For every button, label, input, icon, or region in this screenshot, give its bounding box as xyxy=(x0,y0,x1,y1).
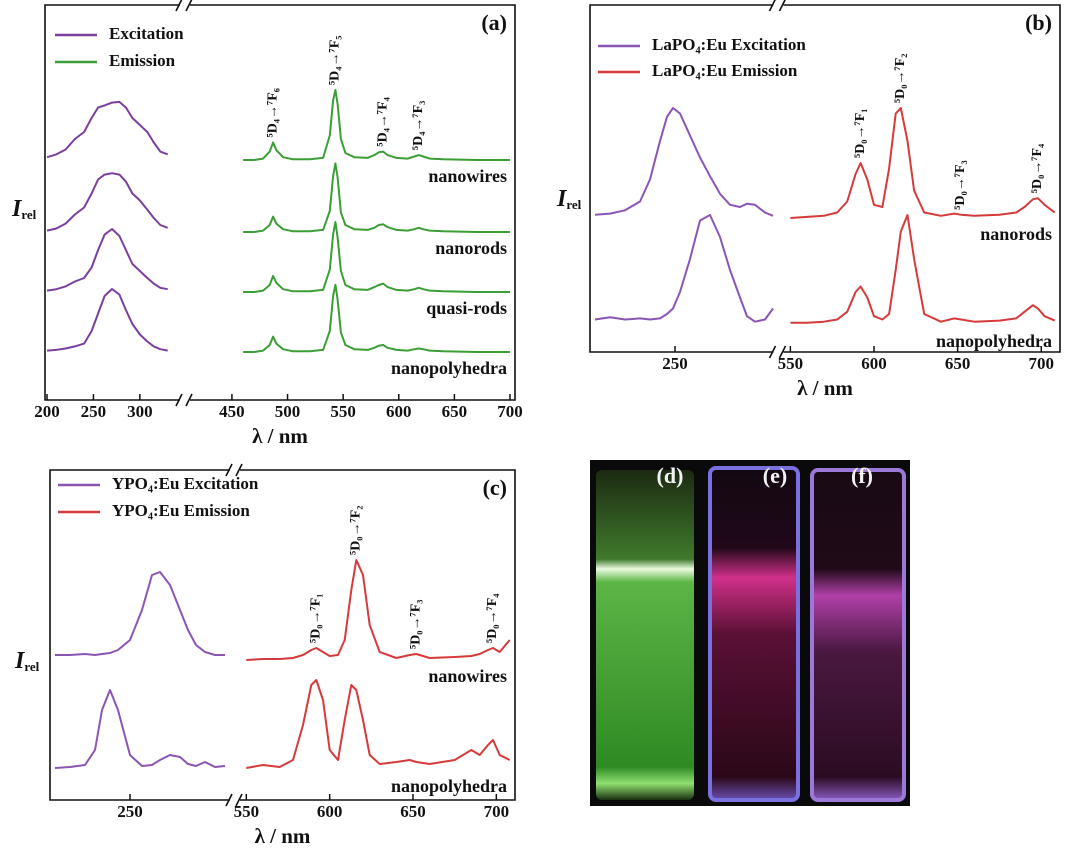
emission-curve xyxy=(243,221,510,293)
x-axis-label: λ / nm xyxy=(255,824,311,848)
emission-curve xyxy=(243,162,510,233)
transition-label: ⁵D₀→⁷F₃ xyxy=(953,160,968,209)
x-tick-label: 550 xyxy=(330,402,356,421)
axis-frame xyxy=(44,4,516,401)
transition-label: ⁵D₄→⁷F₄ xyxy=(375,96,390,146)
y-axis-label: Irel xyxy=(556,186,582,212)
x-tick-label: 550 xyxy=(234,802,260,821)
x-tick-label: 600 xyxy=(317,802,343,821)
axis-break xyxy=(175,393,193,407)
x-tick-label: 600 xyxy=(861,354,887,373)
excitation-curve xyxy=(594,107,774,217)
sample-label: nanowires xyxy=(428,166,507,186)
x-tick-label: 700 xyxy=(1029,354,1055,373)
axis-frame xyxy=(589,4,1061,353)
emission-curve xyxy=(246,679,511,769)
axis-frame xyxy=(49,469,516,801)
legend-label: YPO₄:Eu Emission xyxy=(112,501,250,520)
x-tick-label: 550 xyxy=(778,354,804,373)
x-tick-label: 700 xyxy=(497,402,523,421)
emission-curve xyxy=(243,89,510,161)
x-tick-label: 650 xyxy=(945,354,971,373)
excitation-curve xyxy=(55,571,225,656)
y-axis-symbol: I xyxy=(11,196,23,222)
panel-label: (c) xyxy=(483,475,507,500)
cuvette-e xyxy=(708,466,800,802)
sample-label: quasi-rods xyxy=(426,298,507,318)
panel-label: (a) xyxy=(481,10,507,35)
excitation-curve xyxy=(46,172,169,232)
panel-label: (b) xyxy=(1025,10,1052,35)
transition-label: ⁵D₀→⁷F₂ xyxy=(349,506,364,555)
emission-curve xyxy=(790,107,1056,219)
y-axis-symbol: I xyxy=(556,186,568,212)
transition-label: ⁵D₄→⁷F₅ xyxy=(328,36,343,85)
axis-break xyxy=(768,345,787,359)
sample-label: nanopolyhedra xyxy=(391,358,507,378)
x-tick-label: 600 xyxy=(386,402,412,421)
x-axis-label: λ / nm xyxy=(797,376,853,400)
legend-label: LaPO₄:Eu Excitation xyxy=(652,35,806,54)
sample-label: nanorods xyxy=(980,224,1052,244)
chart-panel: 250 550 600 650 700 λ / nm Irel (c) YPO₄:Eu Exci… xyxy=(14,463,516,848)
transition-label: ⁵D₀→⁷F₁ xyxy=(853,109,868,158)
sample-label: nanopolyhedra xyxy=(936,331,1052,351)
transition-label: ⁵D₀→⁷F₄ xyxy=(485,593,500,643)
photo-label: (d) xyxy=(657,463,684,488)
x-tick-label: 450 xyxy=(219,402,245,421)
transition-label: ⁵D₄→⁷F₆ xyxy=(265,88,280,137)
x-tick-label: 700 xyxy=(484,802,510,821)
excitation-curve xyxy=(46,100,169,159)
y-axis-subscript: rel xyxy=(566,197,581,212)
legend-label: Excitation xyxy=(109,24,184,43)
axis-break xyxy=(225,463,243,477)
emission-curve xyxy=(246,559,511,661)
axis-break xyxy=(175,0,193,12)
x-tick-label: 200 xyxy=(34,402,60,421)
chart-panel: 250 550 600 650 700 λ / nm Irel (b) LaPO₄:Eu Exc… xyxy=(556,0,1061,400)
photo-panel: (d) (e) (f) xyxy=(590,460,910,806)
chart-panel: 200 250 300 450 500 550 600 650 700 λ / nm Irel (a)… xyxy=(11,0,523,448)
x-tick-label: 250 xyxy=(81,402,107,421)
transition-label: ⁵D₀→⁷F₃ xyxy=(409,600,424,649)
y-axis-subscript: rel xyxy=(24,659,39,674)
x-tick-label: 250 xyxy=(662,354,688,373)
x-tick-label: 250 xyxy=(117,802,143,821)
y-axis-label: Irel xyxy=(14,648,40,674)
excitation-curve xyxy=(46,228,168,292)
excitation-curve xyxy=(594,214,774,323)
photo-label: (f) xyxy=(851,463,873,488)
y-axis-subscript: rel xyxy=(21,207,36,222)
emission-curve xyxy=(243,283,510,353)
x-tick-label: 650 xyxy=(400,802,426,821)
x-axis-label: λ / nm xyxy=(252,424,308,448)
x-tick-label: 300 xyxy=(127,402,153,421)
transition-label: ⁵D₀→⁷F₄ xyxy=(1030,143,1045,193)
sample-label: nanorods xyxy=(435,238,507,258)
axis-break xyxy=(768,0,786,12)
legend-label: Emission xyxy=(109,51,176,70)
transition-label: ⁵D₀→⁷F₂ xyxy=(893,54,908,103)
photo-label: (e) xyxy=(763,463,787,488)
excitation-curve xyxy=(54,689,226,769)
excitation-curve xyxy=(46,288,168,352)
transition-label: ⁵D₀→⁷F₁ xyxy=(309,594,324,643)
y-axis-symbol: I xyxy=(14,648,26,674)
y-axis-label: Irel xyxy=(11,196,37,222)
emission-curve xyxy=(790,214,1056,324)
sample-label: nanowires xyxy=(428,666,507,686)
cuvette-f xyxy=(810,468,906,802)
legend-label: LaPO₄:Eu Emission xyxy=(652,61,798,80)
legend-label: YPO₄:Eu Excitation xyxy=(112,474,259,493)
sample-label: nanopolyhedra xyxy=(391,776,507,796)
x-tick-label: 500 xyxy=(275,402,301,421)
transition-label: ⁵D₄→⁷F₃ xyxy=(411,101,426,150)
cuvette-d xyxy=(596,470,694,800)
x-tick-label: 650 xyxy=(442,402,468,421)
axis-break xyxy=(225,793,243,807)
